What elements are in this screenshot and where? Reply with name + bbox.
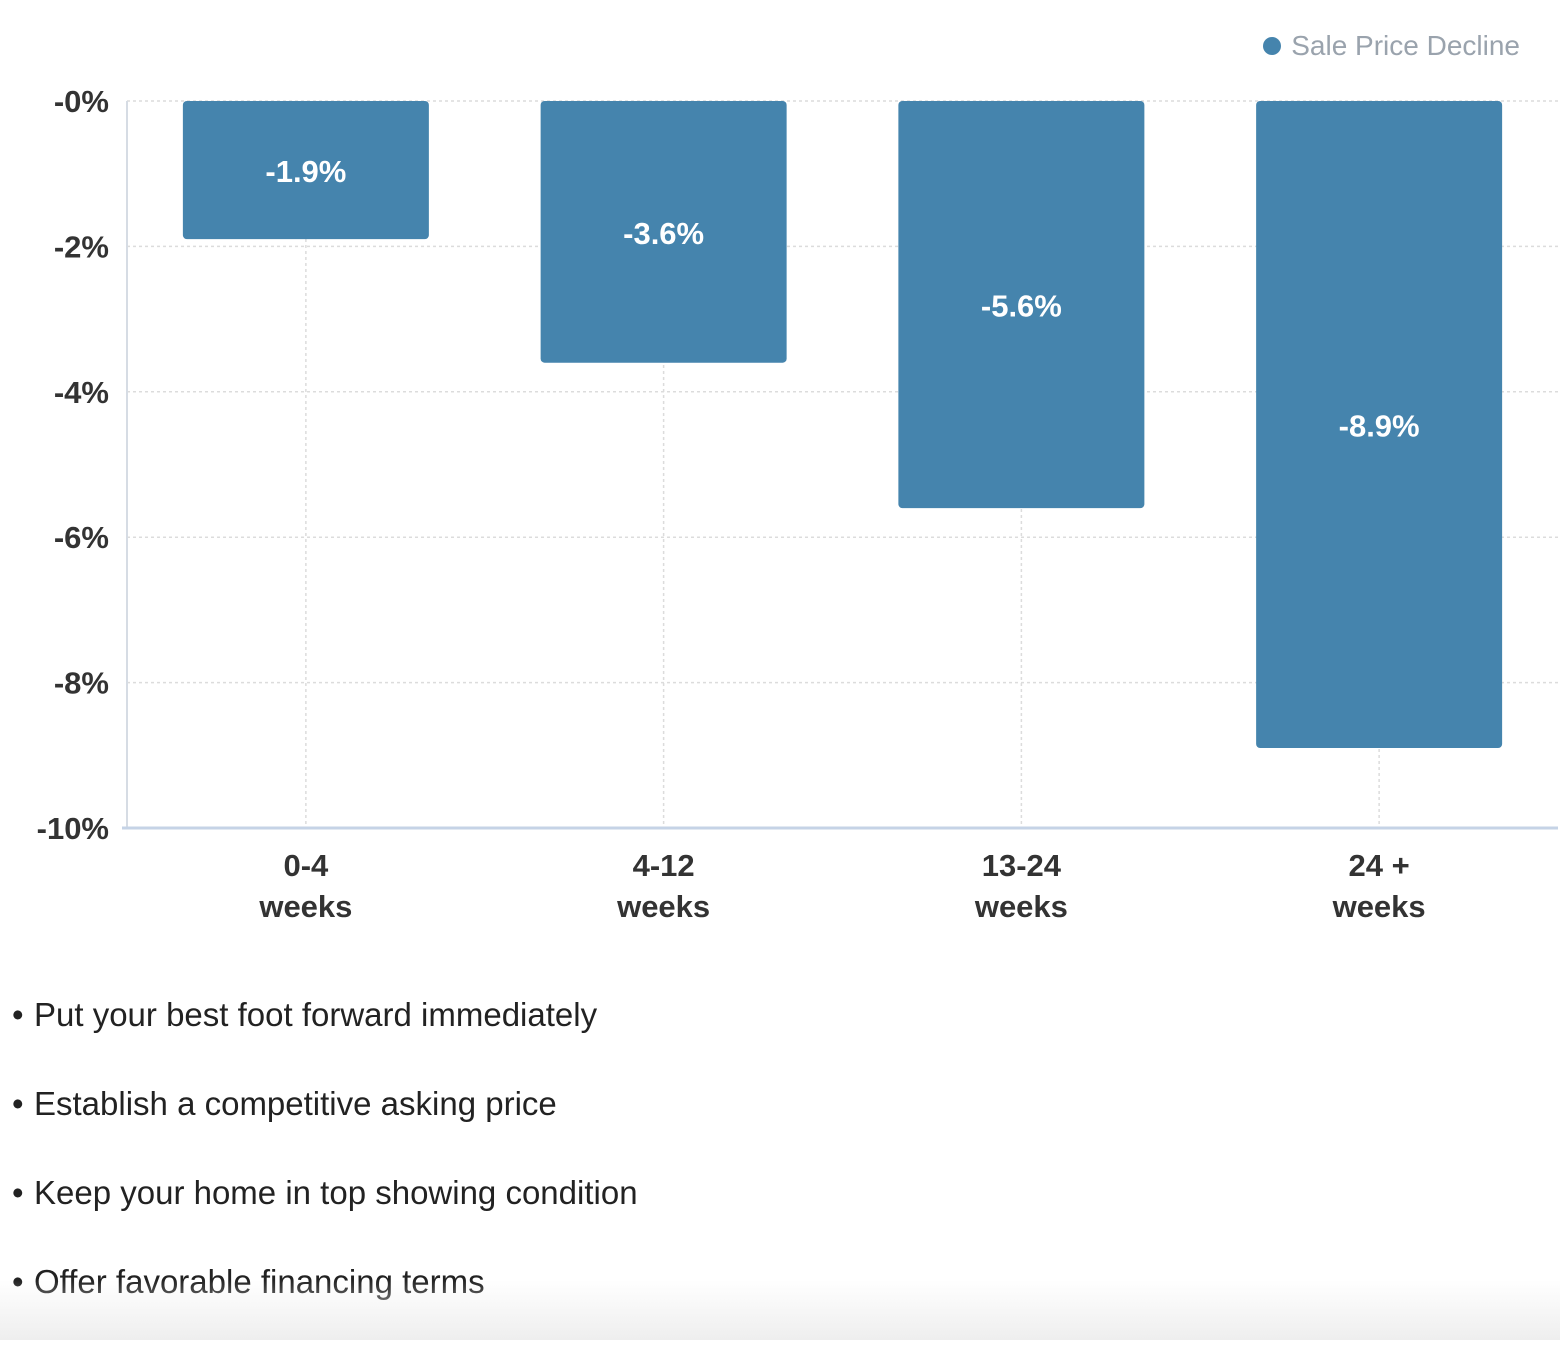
y-tick-label: -4%	[54, 375, 109, 410]
bar-data-label: -5.6%	[981, 289, 1062, 324]
y-tick-label: -6%	[54, 520, 109, 555]
x-tick-label-line: weeks	[616, 889, 710, 924]
footer-fade	[0, 1280, 1560, 1340]
legend-marker	[1263, 37, 1281, 55]
x-tick-label-line: 0-4	[283, 848, 329, 883]
y-tick-label: -10%	[37, 811, 109, 846]
bar-data-label: -3.6%	[623, 216, 704, 251]
x-tick-label: 13-24 weeks	[974, 848, 1068, 924]
tip-text: Establish a competitive asking price	[34, 1079, 557, 1168]
y-tick-label: -8%	[54, 666, 109, 701]
tip-text: Put your best foot forward immediately	[34, 990, 597, 1079]
tip-item: • Establish a competitive asking price	[12, 1079, 638, 1168]
bar-chart: -0% -2% -4% -6% -8% -10% -1.9% -3.6% -5.6% -8.9% 0…	[0, 0, 1560, 940]
tip-item: • Keep your home in top showing conditio…	[12, 1168, 638, 1257]
bullet-mark: •	[12, 1168, 34, 1257]
x-tick-label: 4-12 weeks	[616, 848, 710, 924]
tip-text: Keep your home in top showing condition	[34, 1168, 638, 1257]
y-tick-label: -0%	[54, 84, 109, 119]
bullet-mark: •	[12, 990, 34, 1079]
x-tick-label: 24 + weeks	[1332, 848, 1426, 924]
chart-legend: Sale Price Decline	[1263, 30, 1520, 62]
legend-label: Sale Price Decline	[1291, 30, 1520, 62]
x-tick-label-line: weeks	[1332, 889, 1426, 924]
bullet-mark: •	[12, 1079, 34, 1168]
x-tick-label-line: weeks	[258, 889, 352, 924]
x-tick-label: 0-4 weeks	[258, 848, 352, 924]
bar-data-label: -8.9%	[1339, 409, 1420, 444]
x-tick-label-line: 4-12	[633, 848, 695, 883]
x-tick-label-line: 13-24	[982, 848, 1062, 883]
tip-item: • Put your best foot forward immediately	[12, 990, 638, 1079]
x-tick-label-line: 24 +	[1349, 848, 1410, 883]
bar-data-label: -1.9%	[265, 154, 346, 189]
y-tick-label: -2%	[54, 229, 109, 264]
x-tick-label-line: weeks	[974, 889, 1068, 924]
